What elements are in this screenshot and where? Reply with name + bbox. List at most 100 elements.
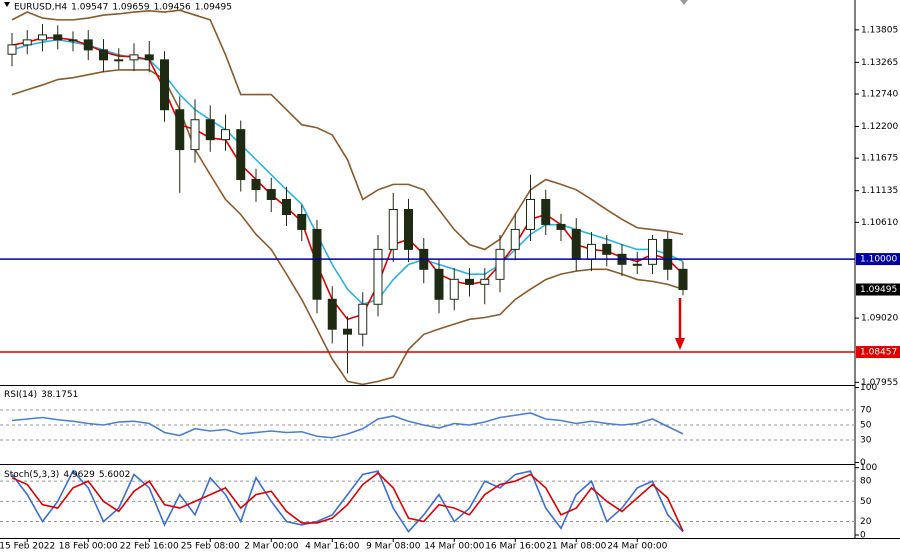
x-tick-label: 24 Mar 00:00 [607, 542, 667, 552]
candle-body [282, 198, 291, 215]
x-tick-label: 9 Mar 08:00 [366, 542, 421, 552]
candle-body [556, 223, 566, 230]
y-tick-label: 1.13805 [861, 25, 898, 35]
candle-body [68, 39, 78, 42]
indicator-line [11, 472, 684, 532]
candle-body [526, 198, 535, 230]
candle-body [343, 328, 352, 335]
price-label: 1.10000 [860, 255, 897, 265]
y-tick-label: 70 [860, 406, 872, 416]
header-text: EURUSD,H4 [14, 3, 67, 13]
y-tick-label: 1.11675 [861, 154, 898, 164]
candle-body [251, 179, 261, 191]
y-tick-label: 1.13265 [861, 58, 898, 68]
candle-body [266, 189, 276, 200]
candle-body [144, 54, 154, 61]
candle-body [327, 298, 337, 330]
y-tick-label: 100 [860, 463, 877, 473]
y-tick-label: 0 [860, 458, 866, 468]
header-text: 38.1751 [41, 390, 78, 400]
candle-body [190, 119, 200, 151]
candle-body [602, 243, 612, 255]
x-tick-label: 4 Mar 16:00 [305, 542, 360, 552]
y-tick-label: 30 [860, 436, 872, 446]
shift-marker [680, 0, 688, 5]
y-tick-label: 50 [860, 421, 872, 431]
price-label-box [856, 253, 900, 266]
candle-body [632, 263, 642, 266]
x-tick-label: 25 Feb 08:00 [181, 542, 240, 552]
header-text: RSI(14) [4, 390, 37, 400]
candle-body [83, 39, 93, 51]
y-tick-label: 1.07955 [861, 378, 898, 388]
candle-body [38, 34, 47, 41]
price-label: 1.08457 [860, 348, 897, 358]
candle-body [541, 198, 551, 225]
candle-body [480, 278, 490, 285]
x-tick-label: 18 Feb 00:00 [59, 542, 118, 552]
header-text: 1.09456 [154, 3, 191, 13]
forecast-arrow [675, 298, 685, 350]
header-text: Stoch(5,3,3) [4, 470, 59, 480]
candle-body [663, 238, 673, 270]
candle-body [99, 49, 108, 61]
arrow-head [675, 338, 685, 350]
y-tick-label: 1.10610 [861, 218, 898, 228]
y-tick-label: 0 [860, 531, 866, 541]
header-text: 1.09547 [71, 3, 108, 13]
x-tick-label: 16 Mar 16:00 [485, 542, 545, 552]
candle-body [648, 238, 657, 265]
candle-body [388, 208, 398, 250]
x-tick-label: 21 Mar 08:00 [546, 542, 606, 552]
candle-body [160, 59, 169, 111]
y-tick-label: 20 [860, 517, 872, 527]
candle-body [449, 278, 459, 300]
candle-body [312, 228, 322, 300]
candle-body [53, 34, 63, 41]
header-text: 5.6002 [99, 470, 131, 480]
candle-body [221, 129, 230, 141]
candle-body [236, 129, 246, 181]
current-price-label: 1.09495 [860, 285, 897, 295]
candle-body [7, 44, 17, 55]
y-tick-label: 1.11135 [861, 186, 898, 196]
header-text: 1.09659 [112, 3, 149, 13]
x-tick-label: 15 Feb 2022 [0, 542, 55, 552]
candle-body [434, 268, 444, 300]
candle-body [373, 248, 383, 305]
header-text: 4.9629 [63, 470, 95, 480]
candle-body [465, 278, 474, 285]
price-label-box [856, 346, 900, 359]
candle-body [495, 248, 505, 280]
candle-body [404, 208, 413, 250]
candle-body [587, 243, 596, 260]
x-tick-label: 14 Mar 00:00 [424, 542, 484, 552]
current-price-box [856, 283, 900, 296]
candle-body [358, 303, 368, 335]
x-tick-label: 2 Mar 00:00 [244, 542, 299, 552]
indicator-line [11, 469, 684, 533]
indicator-line [11, 412, 684, 439]
candle-body [22, 39, 32, 46]
candle-body [571, 228, 581, 260]
candle-body [678, 268, 688, 291]
candle-body [205, 119, 215, 141]
y-tick-label: 1.12740 [861, 89, 898, 99]
candle-body [114, 59, 124, 62]
y-tick-label: 1.09020 [861, 314, 898, 324]
menu-marker [4, 2, 10, 7]
y-tick-label: 80 [860, 477, 872, 487]
candle-body [129, 54, 139, 61]
candle-body [175, 109, 185, 151]
y-tick-label: 50 [860, 497, 872, 507]
candle-body [510, 228, 520, 250]
header-text: 1.09495 [195, 3, 232, 13]
indicator-line [11, 9, 684, 251]
y-tick-label: 100 [860, 383, 877, 393]
y-tick-label: 1.12200 [861, 122, 898, 132]
candle-body [297, 213, 307, 230]
x-tick-label: 22 Feb 16:00 [120, 542, 179, 552]
indicator-line [11, 69, 684, 385]
